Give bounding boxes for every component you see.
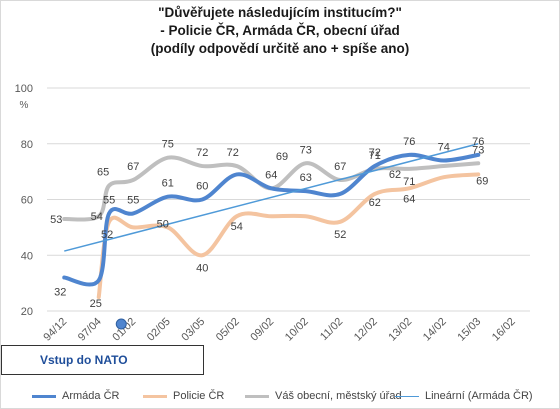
data-label: 63 bbox=[300, 172, 312, 184]
legend-item: Armáda ČR bbox=[32, 388, 119, 404]
data-label: 32 bbox=[54, 287, 66, 299]
legend-label: Váš obecní, městský úřad bbox=[275, 390, 402, 402]
data-label: 72 bbox=[227, 147, 239, 159]
legend-label: Lineární (Armáda ČR) bbox=[425, 390, 533, 402]
y-tick-label: 20 bbox=[21, 306, 33, 318]
legend-item: Policie ČR bbox=[143, 388, 224, 404]
x-tick-label: 03/05 bbox=[179, 316, 207, 344]
series-line-0 bbox=[62, 152, 481, 287]
nato-annotation-box: Vstup do NATO bbox=[1, 345, 204, 375]
data-label: 76 bbox=[472, 136, 484, 148]
data-label: 65 bbox=[97, 167, 109, 179]
data-label: 76 bbox=[403, 136, 415, 148]
data-label: 75 bbox=[162, 139, 174, 151]
data-label: 72 bbox=[196, 147, 208, 159]
data-label: 61 bbox=[162, 178, 174, 190]
y-tick-label: 60 bbox=[21, 195, 33, 207]
y-tick-label: 100 bbox=[15, 83, 33, 95]
legend-item: Lineární (Armáda ČR) bbox=[395, 388, 533, 404]
x-tick-label: 14/02 bbox=[421, 316, 449, 344]
x-tick-label: 16/02 bbox=[490, 316, 518, 344]
x-tick-label: 02/05 bbox=[145, 316, 173, 344]
title-line-1: "Důvěřujete následujícím institucím?" bbox=[158, 5, 402, 20]
nato-marker-dot bbox=[115, 318, 127, 330]
x-tick-label: 97/04 bbox=[76, 316, 104, 344]
data-label: 67 bbox=[127, 161, 139, 173]
x-tick-label: 15/03 bbox=[455, 316, 483, 344]
title-line-2: - Policie ČR, Armáda ČR, obecní úřad bbox=[160, 23, 400, 38]
data-label: 64 bbox=[265, 169, 277, 181]
chart-legend: Armáda ČR Policie ČR Váš obecní, městský ú… bbox=[0, 388, 560, 404]
data-label: 54 bbox=[91, 211, 103, 223]
x-tick-label: 05/02 bbox=[214, 316, 242, 344]
x-tick-label: 10/02 bbox=[283, 316, 311, 344]
x-tick-label: 11/02 bbox=[318, 316, 345, 343]
legend-label: Armáda ČR bbox=[62, 390, 120, 402]
data-label: 62 bbox=[369, 197, 381, 209]
legend-swatch bbox=[32, 394, 56, 398]
data-label: 40 bbox=[196, 262, 208, 274]
x-tick-label: 09/02 bbox=[248, 316, 276, 344]
data-label: 52 bbox=[334, 229, 346, 241]
x-tick-label: 13/02 bbox=[386, 316, 414, 344]
data-label: 53 bbox=[50, 214, 62, 226]
data-label: 52 bbox=[101, 229, 113, 241]
chart-title: "Důvěřujete následujícím institucím?" - … bbox=[0, 4, 560, 58]
x-tick-label: 12/02 bbox=[352, 316, 380, 344]
data-label: 50 bbox=[157, 218, 169, 230]
data-label: 25 bbox=[90, 298, 102, 310]
data-label: 73 bbox=[472, 144, 484, 156]
data-label: 64 bbox=[403, 193, 415, 205]
data-label: 72 bbox=[369, 147, 381, 159]
nato-annotation-text: Vstup do NATO bbox=[40, 353, 128, 367]
y-axis-unit: % bbox=[20, 100, 29, 111]
legend-label: Policie ČR bbox=[173, 390, 225, 402]
data-label: 69 bbox=[476, 175, 488, 187]
data-label: 73 bbox=[300, 144, 312, 156]
y-tick-label: 80 bbox=[21, 139, 33, 151]
legend-swatch bbox=[395, 395, 419, 397]
data-label: 55 bbox=[127, 194, 139, 206]
data-label: 74 bbox=[438, 141, 450, 153]
data-label: 54 bbox=[231, 221, 243, 233]
data-label: 69 bbox=[276, 151, 288, 163]
trend-line bbox=[64, 143, 479, 252]
legend-item: Váš obecní, městský úřad bbox=[245, 388, 402, 404]
data-label: 71 bbox=[403, 176, 415, 188]
data-label: 62 bbox=[389, 169, 401, 181]
legend-swatch bbox=[143, 394, 167, 398]
legend-swatch bbox=[245, 394, 269, 398]
x-tick-label: 94/12 bbox=[41, 316, 69, 344]
y-tick-label: 40 bbox=[21, 250, 33, 262]
data-label: 71 bbox=[369, 150, 381, 162]
data-label: 55 bbox=[103, 194, 115, 206]
series-line-1 bbox=[96, 172, 481, 300]
title-line-3: (podíly odpovědí určitě ano + spíše ano) bbox=[150, 41, 410, 56]
data-label: 60 bbox=[196, 181, 208, 193]
data-label: 67 bbox=[334, 161, 346, 173]
